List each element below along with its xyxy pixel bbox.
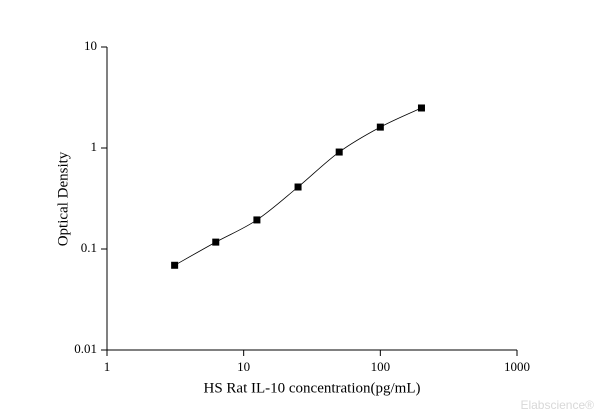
marker [171,261,179,269]
watermark: Elabscience® [520,398,594,412]
marker [376,123,384,131]
marker [212,238,220,246]
y-tick-label: 0.01 [74,341,97,356]
y-tick-label: 1 [91,139,98,154]
x-axis-title: HS Rat IL-10 concentration(pg/mL) [203,380,420,396]
y-axis-title: Optical Density [55,151,71,246]
y-tick-label: 0.1 [81,240,97,255]
x-tick-label: 10 [237,359,250,374]
marker [294,183,302,191]
marker [253,216,261,224]
marker [335,148,343,156]
x-tick-label: 1 [104,359,111,374]
x-tick-label: 100 [371,359,391,374]
y-tick-label: 10 [84,38,97,53]
x-tick-label: 1000 [504,359,530,374]
marker [417,104,425,112]
